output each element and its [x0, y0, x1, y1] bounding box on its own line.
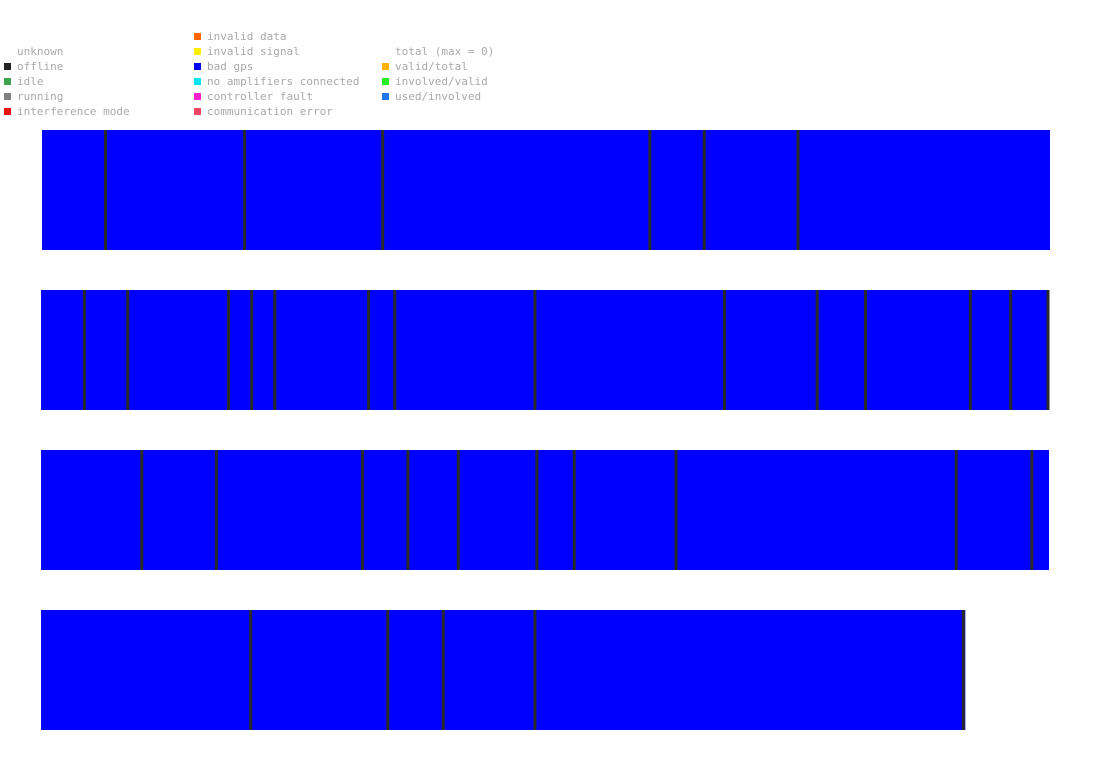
timeline-segment [41, 610, 966, 730]
timeline-separator [648, 130, 652, 250]
timeline-separator [381, 130, 385, 250]
timeline-separator [226, 290, 230, 410]
timeline-separator [361, 450, 365, 570]
timeline-separator [1009, 290, 1013, 410]
legend-label: valid/total [395, 60, 468, 73]
timeline-separator [533, 290, 537, 410]
legend-swatch [194, 93, 201, 100]
legend-label: offline [17, 60, 64, 73]
timeline-separator [968, 290, 972, 410]
timeline-separator [441, 610, 445, 730]
legend-swatch [194, 48, 201, 55]
legend-label: interference mode [17, 105, 130, 118]
legend-swatch [382, 63, 389, 70]
timeline-separator [456, 450, 460, 570]
timeline-row [41, 290, 1050, 410]
timeline-separator [104, 130, 108, 250]
timeline-separator [393, 290, 397, 410]
legend-swatch [4, 108, 11, 115]
timeline-segment [42, 130, 1050, 250]
timeline-separator [1046, 290, 1050, 410]
legend-label: running [17, 90, 64, 103]
timeline-separator [796, 130, 800, 250]
timeline-segment [41, 450, 1049, 570]
timeline-separator [367, 290, 371, 410]
legend-label: idle [17, 75, 44, 88]
legend-label: no amplifiers connected [207, 75, 360, 88]
legend-label: invalid data [207, 30, 287, 43]
timeline-separator [126, 290, 130, 410]
timeline-separator [243, 130, 247, 250]
legend-swatch [4, 63, 11, 70]
timeline-separator [533, 610, 537, 730]
timeline-segment [41, 290, 1049, 410]
legend-label: invalid signal [207, 45, 300, 58]
timeline-separator [815, 290, 819, 410]
timeline-separator [702, 130, 706, 250]
legend-label: bad gps [207, 60, 254, 73]
timeline-separator [674, 450, 678, 570]
timeline-separator [535, 450, 539, 570]
legend-label: involved/valid [395, 75, 488, 88]
legend-totals-header: total (max = 0) [395, 45, 495, 58]
legend-swatch [4, 78, 11, 85]
timeline-row [41, 610, 966, 730]
legend-label: communication error [207, 105, 333, 118]
timeline-row [41, 450, 1049, 570]
legend-swatch [194, 78, 201, 85]
timeline-separator [249, 610, 253, 730]
timeline-separator [406, 450, 410, 570]
timeline-separator [273, 290, 277, 410]
legend-label: unknown [17, 45, 64, 58]
legend-label: controller fault [207, 90, 313, 103]
timeline-separator [140, 450, 144, 570]
timeline-separator [572, 450, 576, 570]
legend-swatch [382, 78, 389, 85]
timeline-separator [250, 290, 254, 410]
legend-swatch [194, 108, 201, 115]
legend-swatch [194, 33, 201, 40]
timeline-separator [961, 610, 965, 730]
timeline-separator [864, 290, 868, 410]
legend-swatch [382, 93, 389, 100]
legend-swatch [4, 93, 11, 100]
timeline-separator [386, 610, 390, 730]
timeline-separator [1030, 450, 1034, 570]
timeline-separator [214, 450, 218, 570]
timeline-row [42, 130, 1050, 250]
legend-swatch [194, 63, 201, 70]
legend-label: used/involved [395, 90, 482, 103]
timeline-separator [722, 290, 726, 410]
timeline-separator [82, 290, 86, 410]
timeline-separator [954, 450, 958, 570]
